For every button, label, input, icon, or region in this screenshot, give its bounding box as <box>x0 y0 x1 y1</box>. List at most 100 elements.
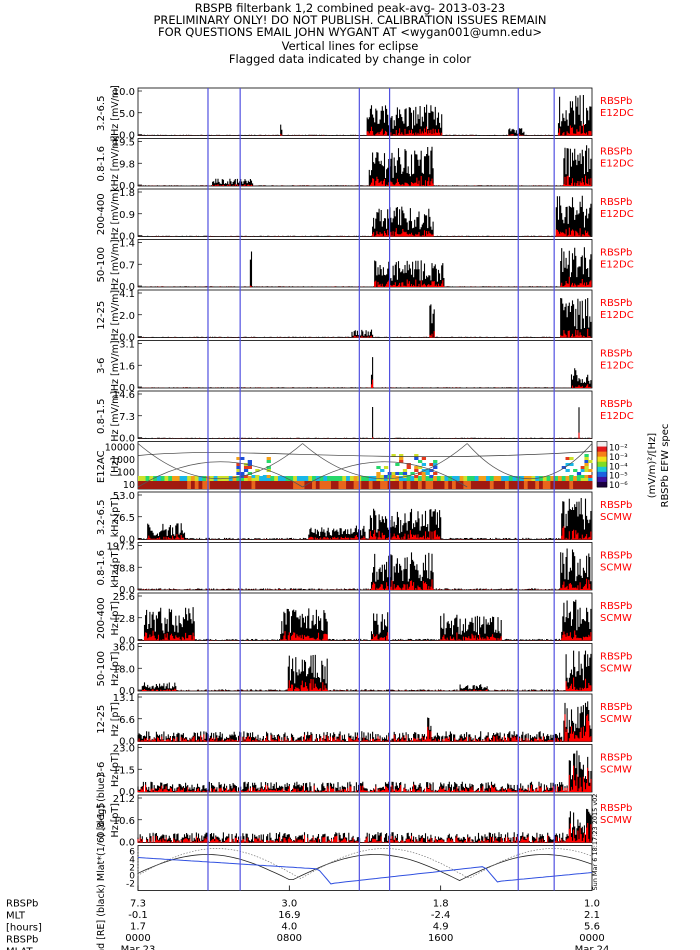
signal-trace <box>137 247 592 287</box>
spec-cell <box>580 476 585 481</box>
spec-cell <box>187 481 192 489</box>
colorbar-tick-label: 10⁻⁴ <box>609 462 628 472</box>
y-tick-label: 98.8 <box>113 563 135 574</box>
signal-trace <box>137 298 592 338</box>
spec-curve <box>302 461 468 488</box>
spec-cell <box>406 463 411 466</box>
spec-cell <box>557 481 563 489</box>
spec-cell <box>429 481 434 489</box>
spec-cell <box>266 476 271 481</box>
spec-cell <box>576 472 582 475</box>
spec-cell <box>440 476 445 481</box>
spec-cell <box>281 476 287 481</box>
spec-cell <box>236 469 241 472</box>
spec-cell <box>421 457 427 460</box>
spec-cell <box>565 481 570 489</box>
spec-cell <box>365 476 370 481</box>
spec-tick-label: 10 <box>123 480 135 491</box>
y-tick-label: 18.0 <box>113 664 135 675</box>
spec-cell <box>308 481 313 489</box>
spec-cell <box>573 481 578 489</box>
panel-unit-label: Hz [pT] <box>110 702 121 736</box>
spec-cell <box>535 481 540 489</box>
spec-cell <box>501 476 506 481</box>
spec-cell <box>149 476 154 481</box>
panel-11: 50-100 Hz [pT] <box>96 643 593 692</box>
x-axis-value: 4.0 <box>281 922 297 933</box>
panel-tag: SCMW <box>600 664 632 675</box>
panel-band-label: 12-25 <box>96 301 107 330</box>
panel-tag: E12DC <box>600 108 634 119</box>
spec-tick-label: 100 <box>117 468 135 479</box>
title-line-3: FOR QUESTIONS EMAIL JOHN WYGANT AT <wyga… <box>157 25 542 39</box>
y-tick-label: 0.0 <box>119 787 135 798</box>
spec-cell <box>546 481 551 489</box>
spec-cell <box>277 476 283 481</box>
spec-cell <box>338 476 343 481</box>
spec-cell <box>486 481 491 489</box>
spec-cell <box>236 472 241 475</box>
spec-cell <box>402 472 408 475</box>
spec-cell <box>546 476 551 481</box>
spec-cell <box>478 481 483 489</box>
spec-cell <box>183 476 188 481</box>
panel-band-label: 0.8-1.5 <box>96 803 107 838</box>
spec-cell <box>395 481 400 489</box>
spec-cell <box>327 476 332 481</box>
spec-cell <box>221 481 226 489</box>
spec-cell <box>187 476 192 481</box>
colorbar-cell <box>597 466 607 473</box>
spec-cell <box>429 469 434 472</box>
x-axis-value: 1600 <box>428 933 453 944</box>
spec-cell <box>383 475 389 478</box>
title-line-5: Flagged data indicated by change in colo… <box>228 52 472 66</box>
spec-cell <box>304 476 309 481</box>
spec-cell <box>391 475 396 478</box>
spec-cell <box>380 469 385 472</box>
spec-cell <box>417 476 423 481</box>
panel-tag: RBSPb <box>600 702 632 713</box>
spec-cell <box>588 460 593 463</box>
spec-cell <box>153 476 158 481</box>
spec-cell <box>493 476 498 481</box>
spec-cell <box>262 481 268 489</box>
spec-cell <box>380 475 385 478</box>
spec-cell <box>376 475 381 478</box>
y-tick-label: 0.0 <box>119 535 135 546</box>
x-axis-value: 4.9 <box>433 922 449 933</box>
spec-cell <box>391 481 396 489</box>
spec-cell <box>470 481 476 489</box>
panel-unit-label: Hz [pT] <box>110 652 121 686</box>
spec-cell <box>542 476 548 481</box>
spec-curve <box>137 451 593 458</box>
panel-10: 200-400 Hz [pT] <box>96 592 593 641</box>
spec-cell <box>425 472 430 475</box>
panel-unit-label: [Hz] <box>110 457 121 477</box>
x-axis-value: 0000 <box>579 933 604 944</box>
spec-cell <box>247 472 252 475</box>
spec-cell <box>584 476 589 481</box>
spec-cell <box>402 469 408 472</box>
panel-5: 3-6 Hz [mV/m] <box>96 340 593 391</box>
spec-cell <box>198 476 203 481</box>
flagged-trace <box>137 175 592 186</box>
spec-cell <box>240 472 245 475</box>
panel-unit-label: kHz [pT] <box>110 548 121 588</box>
spec-cell <box>561 481 567 489</box>
spec-cell <box>190 481 196 489</box>
spec-cell <box>421 481 427 489</box>
spec-cell <box>293 476 298 481</box>
spec-cell <box>293 481 298 489</box>
panel-14: 0.8-1.5 Hz [pT] <box>96 794 593 843</box>
spec-cell <box>172 476 177 481</box>
spec-cell <box>433 460 438 463</box>
y-tick-label: 0.0 <box>119 131 135 142</box>
panel-tag: SCMW <box>600 765 632 776</box>
signal-trace <box>137 145 592 186</box>
spec-cell <box>236 463 241 466</box>
signal-trace <box>137 701 592 742</box>
spec-cell <box>452 481 457 489</box>
x-axis-value: 5.6 <box>584 922 600 933</box>
spec-cell <box>194 476 200 481</box>
signal-trace <box>137 650 592 691</box>
